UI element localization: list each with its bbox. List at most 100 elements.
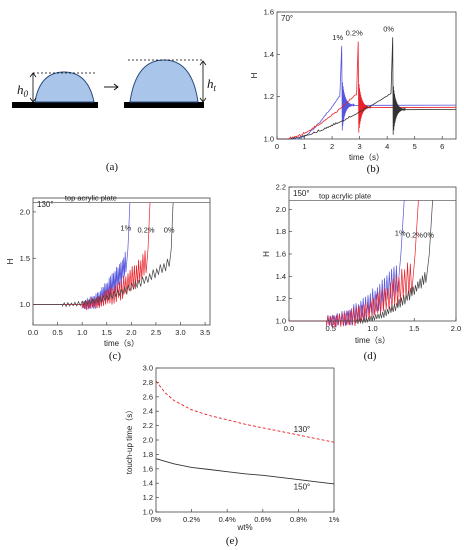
y-tick-label-d: 1.4: [276, 272, 286, 281]
chart-panel-b: 0 1 2 3 4 5 6 1.0 1.2 1.4 1.6 time（s） H 70° 1% 0.2% 0%: [250, 8, 457, 162]
series-line-d-0: [289, 200, 405, 328]
y-axis-label-b: H: [250, 72, 259, 78]
series-line-d-2: [289, 200, 433, 325]
x-tick-label-d: 1.0: [367, 324, 377, 333]
y-tick-label-d: 1.2: [276, 294, 286, 303]
y-tick-label-e: 2.8: [143, 378, 153, 387]
x-tick-label-d: 2.0: [451, 324, 461, 333]
y-tick-label-b: 1.4: [264, 50, 274, 59]
series-line-e-0: [155, 380, 335, 443]
arrow-heads-ht: [199, 60, 207, 103]
series-label-c-1: 0.2%: [137, 225, 154, 234]
series-line-c-1: [33, 202, 151, 310]
x-tick-label-d: 0.5: [326, 324, 336, 333]
series-label-d-0: 1%: [395, 228, 406, 237]
x-tick-label-b: 1: [302, 142, 306, 151]
y-tick-label-e: 2.0: [143, 436, 153, 445]
angle-label-c: 130°: [37, 200, 54, 209]
series-label-c-2: 0%: [164, 225, 175, 234]
x-tick-label-b: 5: [413, 142, 417, 151]
x-tick-label-c: 1.5: [102, 328, 112, 337]
x-tick-label-c: 3.5: [200, 328, 210, 337]
y-tick-label-e: 2.6: [143, 392, 153, 401]
series-line-b-1: [277, 41, 457, 140]
y-tick-label-d: 1.8: [276, 227, 286, 236]
chart-panel-d: 0.0 0.5 1.0 1.5 2.0 1.0 1.2 1.4 1.6 1.8 2.0 2.2 time…: [262, 183, 461, 346]
process-arrow-head: [113, 83, 119, 91]
chart-panel-e: 0% 0.2% 0.4% 0.6% 0.8% 1% 1.0 1.2 1.4 1.6 1.8 2.0 2.…: [125, 364, 340, 533]
caption-b: (b): [367, 163, 380, 175]
y-tick-label-e: 1.2: [143, 493, 153, 502]
x-axis-label-c: time（s）: [104, 339, 139, 348]
y-axis-label-d: H: [262, 251, 271, 257]
x-tick-label-c: 2.5: [151, 328, 161, 337]
y-tick-label-e: 1.4: [143, 479, 153, 488]
caption-a: (a): [106, 161, 119, 173]
angle-label-b: 70°: [281, 14, 293, 23]
series-label-d-2: 0%: [423, 230, 434, 239]
x-tick-label-e: 0.6%: [254, 515, 271, 524]
y-tick-label-b: 1.2: [264, 92, 274, 101]
y-tick-label-d: 2.0: [276, 205, 286, 214]
y-tick-label-e: 2.2: [143, 421, 153, 430]
y-tick-label-d: 1.0: [276, 317, 286, 326]
y-tick-label-e: 1.0: [143, 508, 153, 517]
x-axis-label-b: time（s）: [349, 153, 384, 162]
x-tick-label-c: 3.0: [175, 328, 185, 337]
y-tick-label-e: 3.0: [143, 364, 153, 373]
y-tick-label-b: 1.0: [264, 135, 274, 144]
x-tick-label-b: 4: [385, 142, 389, 151]
series-label-b-2: 0%: [383, 24, 394, 33]
y-tick-label-c: 2.0: [20, 207, 30, 216]
x-tick-label-e: 1%: [329, 515, 340, 524]
series-label-e-0: 130°: [294, 425, 311, 434]
series-label-c-0: 1%: [120, 223, 131, 232]
x-tick-label-b: 6: [440, 142, 444, 151]
series-line-c-2: [33, 202, 174, 308]
x-axis-label-d: time（s）: [355, 336, 390, 345]
y-tick-label-d: 1.6: [276, 250, 286, 259]
y-tick-label-e: 1.6: [143, 464, 153, 473]
caption-e: (e): [226, 535, 239, 547]
y-axis-label-e: touch-up time（s）: [125, 406, 134, 474]
y-tick-label-c: 1.5: [20, 254, 30, 263]
series-label-b-1: 0.2%: [346, 29, 363, 38]
caption-d: (d): [364, 350, 377, 362]
x-tick-label-b: 2: [330, 142, 334, 151]
series-label-e-1: 150°: [294, 483, 311, 492]
arrow-heads-h0: [29, 72, 37, 103]
plot-frame-d: [288, 186, 457, 322]
x-tick-label-e: 0.4%: [219, 515, 236, 524]
series-line-e-1: [155, 458, 335, 485]
x-axis-label-e: wt%: [236, 523, 252, 532]
series-line-c-0: [33, 202, 131, 310]
schematic-panel: h0 ht (a): [12, 59, 217, 173]
series-label-d-1: 0.2%: [406, 230, 423, 239]
x-tick-label-c: 0.0: [28, 328, 38, 337]
droplet-stretched: [129, 59, 199, 103]
h0-label: h0: [17, 82, 29, 99]
y-tick-label-d: 2.2: [276, 183, 286, 192]
series-line-b-2: [277, 37, 457, 140]
caption-c: (c): [109, 350, 122, 362]
substrate-right: [124, 102, 204, 108]
y-tick-label-c: 1.0: [20, 300, 30, 309]
series-label-b-0: 1%: [332, 33, 343, 42]
plate-annotation-d: top acrylic plate: [319, 191, 371, 200]
chart-panel-c: 0.0 0.5 1.0 1.5 2.0 2.5 3.0 3.5 1.0 1.5 2.0 time（s）…: [6, 194, 211, 348]
y-tick-label-b: 1.6: [264, 8, 274, 17]
substrate-left: [12, 102, 98, 108]
ht-label: ht: [207, 76, 217, 93]
plate-annotation-c: top acrylic plate: [65, 194, 117, 203]
x-tick-label-c: 1.0: [77, 328, 87, 337]
x-tick-label-c: 0.5: [52, 328, 62, 337]
x-tick-label-d: 1.5: [409, 324, 419, 333]
series-line-d-1: [289, 200, 419, 328]
x-tick-label-e: 0.8%: [290, 515, 307, 524]
x-tick-label-d: 0.0: [284, 324, 294, 333]
y-tick-label-e: 2.4: [143, 407, 153, 416]
droplet-initial: [34, 71, 95, 103]
x-tick-label-e: 0%: [151, 515, 162, 524]
plot-frame-b: [276, 11, 457, 140]
